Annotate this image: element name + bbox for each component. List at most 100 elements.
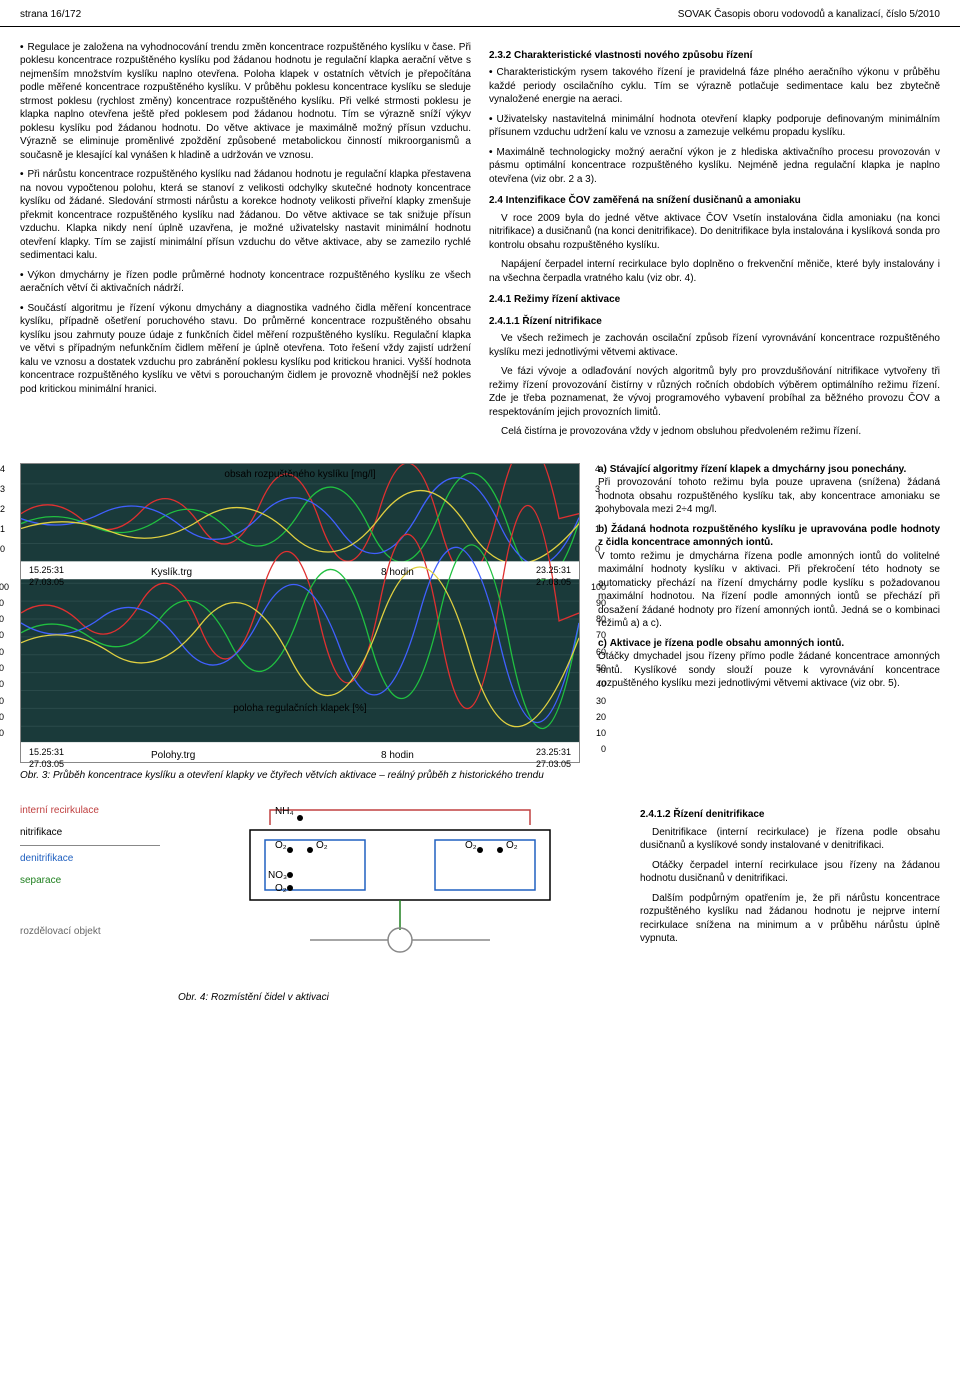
page-header: strana 16/172 SOVAK Časopis oboru vodovo…	[0, 0, 960, 27]
chart-file: Kyslík.trg	[151, 566, 192, 580]
left-column: •Regulace je založena na vyhodnocování t…	[20, 41, 471, 445]
item-body: V tomto režimu je dmychárna řízena podle…	[598, 551, 940, 630]
fig4-caption: Obr. 4: Rozmístění čidel v aktivaci	[178, 991, 622, 1005]
p: Denitrifikace (interní recirkulace) je ř…	[640, 826, 940, 853]
ytick: 1	[0, 523, 5, 543]
ytick: 80	[0, 613, 9, 629]
lower-right-column: a) Stávající algoritmy řízení klapek a d…	[598, 463, 940, 783]
ytick: 1	[595, 523, 600, 543]
p-2411c: Celá čistírna je provozována vždy v jedn…	[489, 425, 940, 439]
legend-item: denitrifikace	[20, 848, 160, 870]
legend-item: nitrifikace	[20, 822, 160, 844]
ytick: 3	[595, 483, 600, 503]
legend-item: rozdělovací objekt	[20, 921, 160, 943]
ts: 23.25:31	[536, 565, 571, 575]
svg-text:O₂: O₂	[275, 883, 287, 894]
item-body: Otáčky dmychadel jsou řízeny přímo podle…	[598, 651, 940, 689]
p-2411b: Ve fázi vývoje a odlaďování nových algor…	[489, 365, 940, 419]
left-b4: Součástí algoritmu je řízení výkonu dmyc…	[20, 303, 471, 395]
p: Otáčky čerpadel interní recirkulace jsou…	[640, 859, 940, 886]
ytick: 3	[0, 483, 5, 503]
ytick: 20	[591, 711, 606, 727]
item-title: Stávající algoritmy řízení klapek a dmyc…	[610, 464, 907, 475]
date: 27.03.05	[29, 577, 64, 587]
svg-text:NO₃: NO₃	[268, 870, 287, 881]
chart-container: 4 3 2 1 0 4 3 2 1 0 100 90	[20, 463, 580, 783]
ytick: 30	[0, 695, 9, 711]
ytick: 100	[591, 581, 606, 597]
p-24a: V roce 2009 byla do jedné větve aktivace…	[489, 212, 940, 253]
ytick: 4	[0, 463, 5, 483]
p-24b: Napájení čerpadel interní recirkulace by…	[489, 258, 940, 285]
item-title: Aktivace je řízena podle obsahu amonných…	[610, 638, 845, 649]
ytick: 70	[591, 629, 606, 645]
left-b3: Výkon dmychárny je řízen podle průměrné …	[20, 270, 471, 295]
h-241: 2.4.1 Režimy řízení aktivace	[489, 293, 940, 307]
lower-section: 4 3 2 1 0 4 3 2 1 0 100 90	[20, 463, 940, 783]
ytick: 0	[0, 743, 9, 759]
ytick: 80	[591, 613, 606, 629]
ytick: 4	[595, 463, 600, 483]
left-b1: Regulace je založena na vyhodnocování tr…	[20, 42, 471, 161]
svg-text:O₂: O₂	[465, 840, 477, 851]
diagram-svg-wrap: NH₄ O₂ O₂ O₂ O₂ NO₃ O₂ Obr. 4: Rozmístěn…	[178, 800, 622, 1004]
ytick: 0	[595, 543, 600, 563]
date: 27.03.05	[29, 759, 64, 769]
legend-item: separace	[20, 870, 160, 892]
chart-title-top: obsah rozpuštěného kyslíku [mg/l]	[21, 468, 579, 482]
item-body: Při provozování tohoto režimu byla pouze…	[598, 477, 940, 515]
chart-title-bot: poloha regulačních klapek [%]	[21, 702, 579, 716]
ytick: 70	[0, 629, 9, 645]
ytick: 90	[591, 597, 606, 613]
chart-xmid: 8 hodin	[381, 749, 414, 763]
ytick: 90	[0, 597, 9, 613]
h-24: 2.4 Intenzifikace ČOV zaměřená na snížen…	[489, 194, 940, 208]
ytick: 40	[591, 678, 606, 694]
ytick: 2	[0, 503, 5, 523]
ytick: 30	[591, 695, 606, 711]
ytick: 40	[0, 678, 9, 694]
svg-text:O₂: O₂	[275, 840, 287, 851]
ytick: 0	[591, 743, 606, 759]
fig3-caption: Obr. 3: Průběh koncentrace kyslíku a ote…	[20, 769, 580, 783]
r-b3: Maximálně technologicky možný aerační vý…	[489, 147, 940, 185]
ytick: 50	[0, 662, 9, 678]
chart-file: Polohy.trg	[151, 749, 195, 763]
chart-svg	[21, 464, 579, 762]
ytick: 60	[0, 646, 9, 662]
item-title: Žádaná hodnota rozpuštěného kyslíku je u…	[598, 524, 940, 549]
p: Dalším podpůrným opatřením je, že při ná…	[640, 892, 940, 946]
left-b2: Při nárůstu koncentrace rozpuštěného kys…	[20, 169, 471, 261]
right-column: 2.3.2 Charakteristické vlastnosti nového…	[489, 41, 940, 445]
date: 27.03.05	[536, 577, 571, 587]
r-b2: Uživatelsky nastavitelná minimální hodno…	[489, 114, 940, 139]
diagram-svg: NH₄ O₂ O₂ O₂ O₂ NO₃ O₂	[178, 800, 622, 980]
ytick: 20	[0, 711, 9, 727]
r-b1: Charakteristickým rysem takového řízení …	[489, 67, 940, 105]
svg-text:O₂: O₂	[316, 840, 328, 851]
ytick: 60	[591, 646, 606, 662]
h-232: 2.3.2 Charakteristické vlastnosti nového…	[489, 49, 940, 63]
date: 27.03.05	[536, 759, 571, 769]
diagram-right-text: 2.4.1.2 Řízení denitrifikace Denitrifika…	[640, 800, 940, 1004]
ts: 15.25:31	[29, 565, 64, 575]
chart-xmid: 8 hodin	[381, 566, 414, 580]
svg-text:O₂: O₂	[506, 840, 518, 851]
chart-box: obsah rozpuštěného kyslíku [mg/l]	[20, 463, 580, 763]
diagram-section: interní recirkulace nitrifikace denitrif…	[20, 800, 940, 1004]
legend-item: interní recirkulace	[20, 800, 160, 822]
ts: 15.25:31	[29, 747, 64, 757]
p-2411a: Ve všech režimech je zachován oscilační …	[489, 332, 940, 359]
h-2412: 2.4.1.2 Řízení denitrifikace	[640, 808, 940, 822]
ytick: 10	[591, 727, 606, 743]
ytick: 10	[0, 727, 9, 743]
main-columns: •Regulace je založena na vyhodnocování t…	[20, 41, 940, 445]
h-2411: 2.4.1.1 Řízení nitrifikace	[489, 315, 940, 329]
header-left: strana 16/172	[20, 8, 81, 22]
diagram-legend: interní recirkulace nitrifikace denitrif…	[20, 800, 160, 1004]
ytick: 50	[591, 662, 606, 678]
ts: 23.25:31	[536, 747, 571, 757]
ytick: 2	[595, 503, 600, 523]
header-right: SOVAK Časopis oboru vodovodů a kanalizac…	[678, 8, 940, 22]
ytick: 100	[0, 581, 9, 597]
